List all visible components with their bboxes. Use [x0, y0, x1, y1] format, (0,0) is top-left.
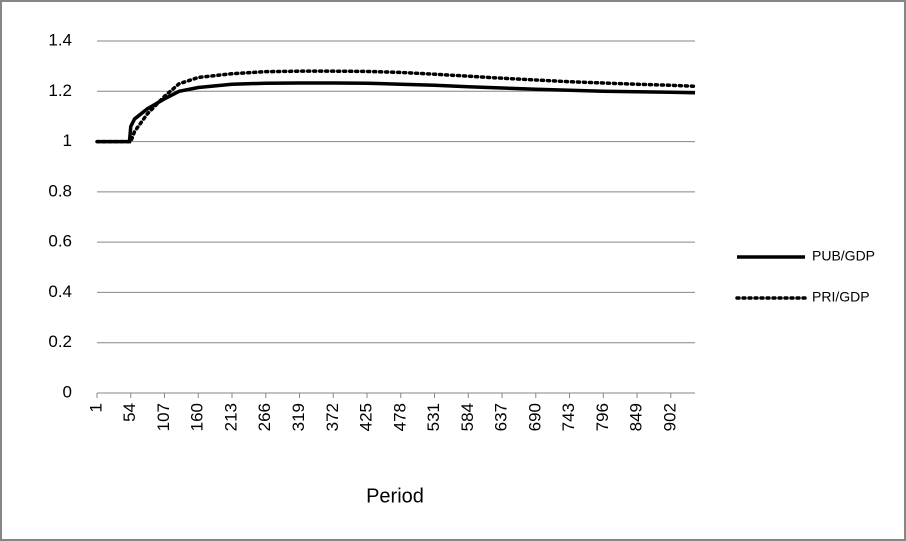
x-axis-label: Period [366, 485, 424, 507]
y-tick-label: 0 [63, 382, 72, 401]
y-tick-label: 1.2 [48, 81, 72, 100]
y-tick-label: 0.2 [48, 332, 72, 351]
x-tick-label: 1 [86, 403, 105, 412]
x-tick-label: 319 [289, 403, 308, 431]
x-tick-label: 425 [357, 403, 376, 431]
y-tick-label: 0.8 [48, 181, 72, 200]
x-tick-label: 584 [458, 403, 477, 431]
x-tick-label: 372 [323, 403, 342, 431]
y-tick-label: 0.6 [48, 232, 72, 251]
x-tick-label: 637 [492, 403, 511, 431]
y-tick-label: 1 [63, 131, 72, 150]
legend-label: PUB/GDP [812, 248, 875, 264]
x-tick-label: 902 [660, 403, 679, 431]
x-tick-label: 54 [120, 403, 139, 422]
x-tick-label: 796 [593, 403, 612, 431]
x-tick-label: 107 [154, 403, 173, 431]
x-tick-label: 743 [559, 403, 578, 431]
data-line [97, 81, 696, 144]
y-tick-label: 1.4 [48, 30, 72, 49]
y-tick-label: 0.4 [48, 282, 72, 301]
data-line [95, 69, 697, 144]
x-tick-label: 266 [255, 403, 274, 431]
x-tick-label: 478 [390, 403, 409, 431]
x-tick-label: 531 [424, 403, 443, 431]
legend-label: PRI/GDP [812, 289, 870, 305]
x-tick-label: 849 [627, 403, 646, 431]
x-tick-label: 690 [525, 403, 544, 431]
x-tick-label: 160 [188, 403, 207, 431]
x-tick-label: 213 [221, 403, 240, 431]
